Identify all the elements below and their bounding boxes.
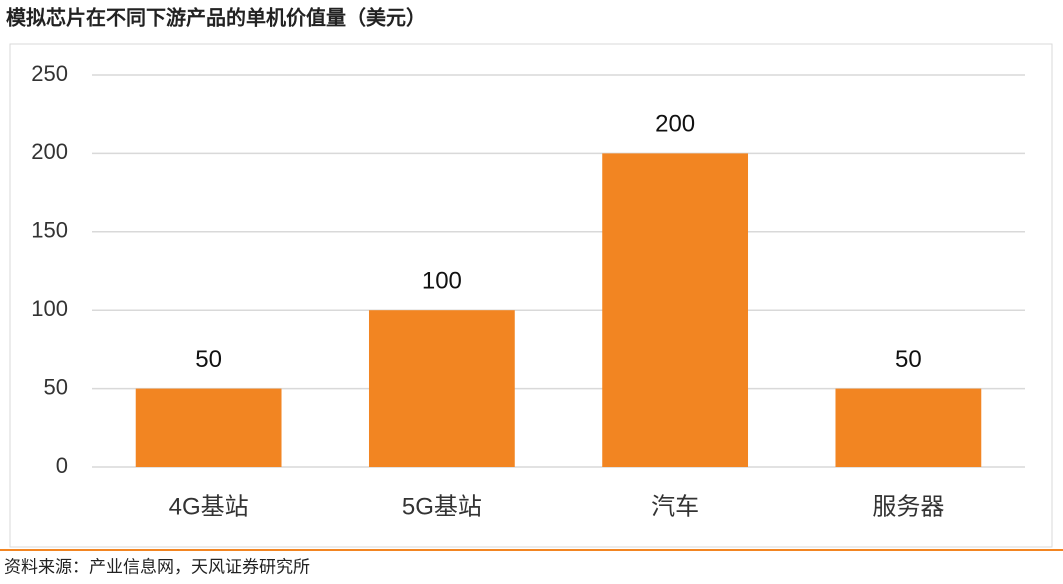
y-tick-label: 250 — [31, 61, 68, 86]
value-label: 200 — [655, 111, 695, 138]
bar — [602, 153, 749, 467]
bar — [368, 310, 515, 467]
value-label: 100 — [422, 268, 462, 295]
source: 资料来源：产业信息网，天风证券研究所 — [4, 557, 310, 576]
y-tick-label: 50 — [44, 374, 68, 399]
value-label: 50 — [195, 346, 222, 373]
y-tick-label: 200 — [31, 139, 68, 164]
x-tick-label: 汽车 — [651, 493, 699, 520]
value-label: 50 — [895, 346, 922, 373]
y-tick-label: 150 — [31, 218, 68, 243]
plot-frame — [9, 43, 1053, 548]
chart-title: 模拟芯片在不同下游产品的单机价值量（美元） — [6, 5, 426, 29]
y-tick-label: 100 — [31, 296, 68, 321]
x-tick-label: 服务器 — [872, 493, 944, 520]
bar — [835, 388, 982, 467]
bar — [135, 388, 282, 467]
x-tick-label: 5G基站 — [402, 493, 482, 520]
x-tick-label: 4G基站 — [169, 493, 249, 520]
y-tick-label: 0 — [56, 453, 68, 478]
